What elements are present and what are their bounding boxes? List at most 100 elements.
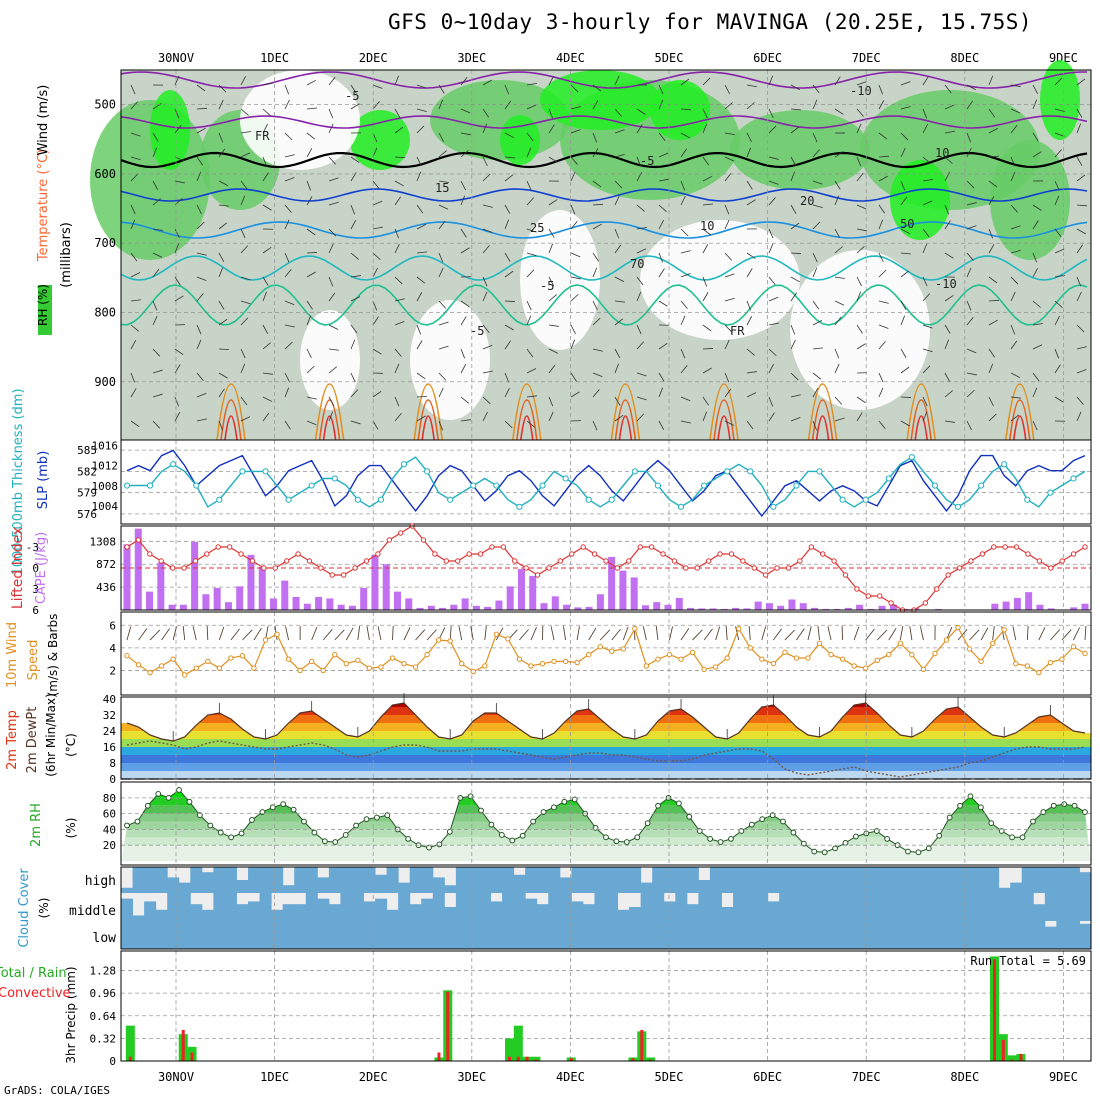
wind-speed-point [909,651,915,658]
cloud-cell-low [467,921,480,949]
y-tick-label-li: 3 [32,583,39,596]
wind-barb [812,132,818,143]
rh-point [519,832,526,839]
wind-speed-point [274,631,280,638]
wind-speed-point [886,651,892,658]
wind-barb [812,252,818,263]
wind-barb [746,252,756,259]
wind-barb [328,156,337,165]
y-tick-label-pressure: 600 [94,167,116,181]
wind-barb [900,132,909,141]
cloud-cell-middle [894,893,907,921]
cloud-cell-low [351,921,364,949]
cloud-cell-middle [721,907,734,921]
cloud-cell-middle [883,893,896,921]
cloud-cell-high [305,867,318,893]
cloud-cell-middle [871,893,884,921]
wind-barb [790,156,797,166]
cloud-cell-low [421,921,434,949]
cape-bar [822,608,830,610]
cloud-cell-high [640,882,653,893]
wind-barb [592,300,598,311]
wind-barb-10m [484,626,487,641]
precip-grid [175,951,1064,1061]
wind-barb [1076,123,1081,134]
rh-point [124,822,130,829]
y-tick-label-pressure: 500 [94,98,116,112]
cape-bar [777,605,785,610]
wind-barb [372,180,380,190]
wind-speed-point [1082,650,1088,657]
isotherm-warm-dome [910,399,932,441]
isotherm-minus5 [120,188,1088,202]
cloud-cell-middle [1010,893,1023,921]
precip-convective-bar [640,1029,644,1061]
cloud-cell-high [744,867,757,893]
rh-point [988,820,995,827]
ylabel-rh: RH (%) [36,284,50,326]
temp-band [121,747,1091,755]
wind-barb [680,364,688,374]
cloud-cell-middle [201,909,214,921]
wind-barb [262,276,269,286]
wind-barb [284,219,290,230]
cloud-cell-low [929,921,942,949]
y-tick-label-cape: 1308 [90,535,117,548]
temp-line [126,702,1086,742]
li-point [523,565,529,571]
cloud-cell-middle [813,893,826,921]
cape-bar [348,605,356,610]
cloud-cell-low [167,921,180,949]
wind-barb-10m [853,626,860,641]
wind-barb [218,148,226,158]
wind-barb [482,370,493,374]
precip-total-bar [1007,1055,1017,1061]
cloud-cell-low [1056,921,1069,949]
li-point [1082,544,1088,550]
wind-barb [438,132,445,143]
rh-point [811,848,818,855]
wind-barb [152,268,160,278]
wind-barb [570,156,578,165]
wind-barb [746,199,756,206]
li-point [261,565,267,571]
wind-barb [350,275,361,278]
wind-barb [768,108,774,119]
wind-barb [944,420,955,423]
wind-barb-10m [392,625,394,641]
precip-convective-bar [1010,1059,1014,1061]
wind-barb [790,222,800,230]
wind-barb [306,79,317,86]
wind-barb [460,132,471,136]
wind-barb [262,342,271,350]
wind-speed-point [239,653,246,659]
wind-barb [702,175,713,182]
wind-barb [988,155,999,158]
wind-barb [548,396,554,407]
wind-speed-point [389,655,396,661]
y-tick-label-temp: 16 [103,741,116,754]
cloud-cell-high [594,867,607,893]
wind-barb [636,413,645,422]
wind-barb [878,175,888,182]
wind-barb-10m [715,626,721,641]
wind-barb [878,300,889,304]
cloud-cell-high [686,867,699,893]
li-point [1025,551,1031,557]
wind-barb [394,348,402,357]
upper-air-grid [175,70,1064,440]
wind-barb [812,300,820,310]
cloud-cell-middle [305,893,318,921]
wind-barb [548,108,554,119]
thickness-point [447,496,454,503]
wind-barb [746,300,752,311]
wind-speed-point [447,638,453,644]
wind-barb [966,267,972,278]
rh-point [998,828,1005,834]
wind-barb [1010,324,1016,335]
precip-convective-bar [525,1056,529,1061]
thickness-point [562,475,569,482]
y-tick-label-slp: 1008 [92,480,119,493]
wind-barb [152,198,161,206]
